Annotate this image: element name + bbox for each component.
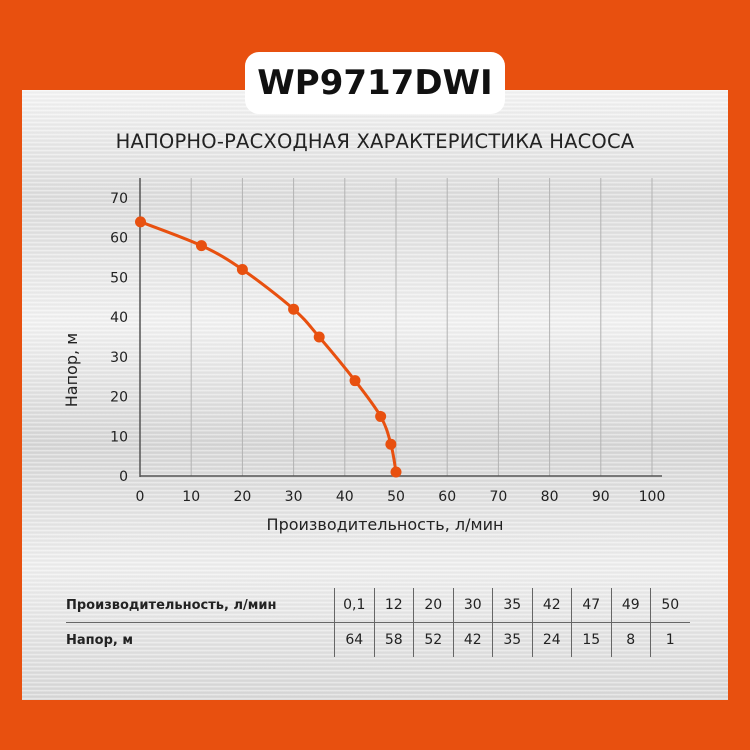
data-point xyxy=(375,410,387,422)
table-cell: 58 xyxy=(373,622,414,657)
y-tick-label: 10 xyxy=(110,429,128,445)
x-tick-label: 90 xyxy=(592,489,610,505)
x-tick-label: 100 xyxy=(639,489,666,505)
table-cell: 24 xyxy=(531,622,572,657)
table-cell: 52 xyxy=(413,622,453,657)
x-tick-label: 80 xyxy=(541,489,559,505)
data-point xyxy=(288,303,300,315)
data-point xyxy=(313,331,325,343)
data-point xyxy=(195,240,207,252)
table-row-head: Напор, м 64 58 52 42 35 24 15 8 1 xyxy=(66,622,690,657)
table-row-label: Производительность, л/мин xyxy=(66,588,335,623)
table-cell: 15 xyxy=(571,622,611,657)
table-cell: 35 xyxy=(492,622,532,657)
table-row-label: Напор, м xyxy=(66,632,133,648)
model-name: WP9717DWI xyxy=(257,63,493,103)
data-point xyxy=(385,438,397,450)
chart-series xyxy=(135,216,402,478)
chart-axes xyxy=(139,178,662,477)
data-point xyxy=(236,263,248,275)
chart-title: НАПОРНО-РАСХОДНАЯ ХАРАКТЕРИСТИКА НАСОСА xyxy=(115,130,635,153)
series-line xyxy=(139,220,398,473)
table-cell: 8 xyxy=(610,622,651,657)
y-tick-label: 50 xyxy=(110,270,128,286)
data-point xyxy=(135,216,147,228)
y-tick-label: 30 xyxy=(110,350,128,366)
x-tick-label: 30 xyxy=(285,489,303,505)
table-cell: 35 xyxy=(492,588,532,623)
chart-grid xyxy=(190,178,653,476)
table-cell: 12 xyxy=(373,588,414,623)
y-tick-label: 40 xyxy=(110,310,128,326)
table-cell: 42 xyxy=(531,588,572,623)
x-tick-label: 0 xyxy=(136,489,145,505)
model-badge: WP9717DWI xyxy=(245,52,505,114)
table-cell: 1 xyxy=(650,622,690,657)
data-point xyxy=(349,375,361,387)
y-axis-label: Напор, м xyxy=(62,333,81,407)
chart-ticks: 0 10 20 30 40 50 60 70 80 90 100 0 10 20 30 40 50 60 70 xyxy=(110,191,665,505)
table-cell: 30 xyxy=(452,588,493,623)
x-tick-label: 70 xyxy=(489,489,507,505)
y-tick-label: 60 xyxy=(110,231,128,247)
table-cell: 49 xyxy=(610,588,651,623)
y-tick-label: 20 xyxy=(110,390,128,406)
data-point xyxy=(390,466,402,478)
table-cell: 20 xyxy=(413,588,453,623)
table-cell: 42 xyxy=(452,622,493,657)
table-row-flow: Производительность, л/мин 0,1 12 20 30 3… xyxy=(66,588,690,623)
table-cell: 47 xyxy=(571,588,611,623)
x-tick-label: 50 xyxy=(387,489,405,505)
x-tick-label: 60 xyxy=(438,489,456,505)
x-tick-label: 40 xyxy=(336,489,354,505)
x-tick-label: 10 xyxy=(182,489,200,505)
y-tick-label: 0 xyxy=(119,469,128,485)
table-cell: 64 xyxy=(334,622,374,657)
data-table: Производительность, л/мин 0,1 12 20 30 3… xyxy=(66,588,690,657)
table-cell: 50 xyxy=(650,588,690,623)
x-tick-label: 20 xyxy=(233,489,251,505)
x-axis-label: Производительность, л/мин xyxy=(267,515,504,534)
y-tick-label: 70 xyxy=(110,191,128,207)
table-cell: 0,1 xyxy=(334,588,374,623)
